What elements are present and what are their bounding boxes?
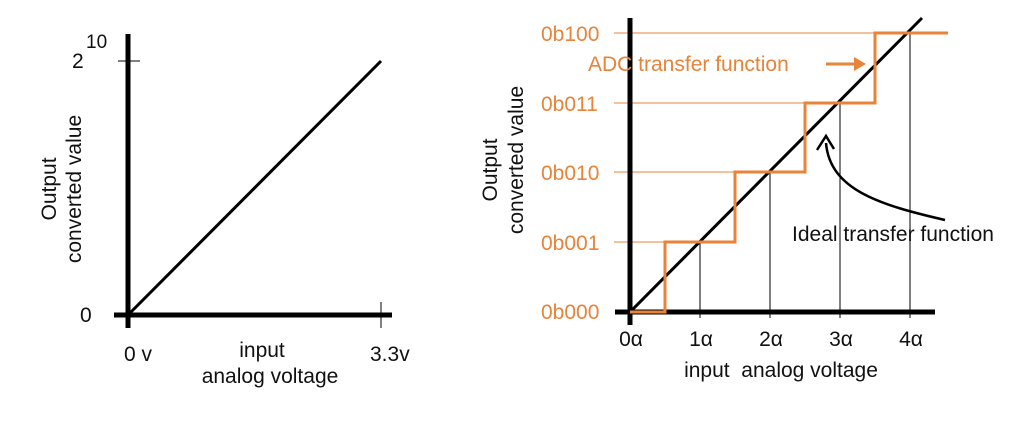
right-plot: 0b100 0b011 0b010 0b001 0b000 0α 1α 2α 3…: [479, 16, 994, 382]
left-x-label-line1: input: [239, 339, 285, 362]
ideal-arrow-icon: [815, 133, 946, 222]
ideal-transfer-line: [628, 16, 924, 314]
y-tick-0b100: 0b100: [541, 23, 599, 46]
y-tick-0b000: 0b000: [541, 301, 599, 324]
y-tick-0b001: 0b001: [541, 232, 599, 255]
left-x-max-label: 3.3v: [370, 343, 410, 366]
x-tick-2a: 2α: [759, 328, 783, 351]
left-y-label-line1: Output: [38, 157, 61, 220]
right-x-label: input analog voltage: [684, 359, 878, 382]
left-transfer-line: [126, 59, 383, 317]
adc-staircase: [630, 31, 948, 314]
adc-label: ADC transfer function: [588, 53, 789, 76]
left-x-min-label: 0 v: [124, 343, 153, 366]
left-y-label-line2: converted value: [63, 115, 86, 263]
x-tick-1a: 1α: [689, 328, 713, 351]
left-x-label-line2: analog voltage: [202, 365, 339, 388]
x-tick-0a: 0α: [619, 328, 643, 351]
right-x-guides: [699, 33, 911, 318]
left-plot: 2 10 0 0 v 3.3v input analog voltage Out…: [38, 32, 410, 388]
left-y-max-base: 2: [72, 50, 84, 73]
right-y-label-line1: Output: [479, 138, 502, 201]
ideal-label: Ideal transfer function: [792, 223, 994, 246]
y-tick-0b011: 0b011: [541, 93, 598, 116]
left-y-min-label: 0: [80, 304, 92, 327]
y-tick-0b010: 0b010: [541, 162, 599, 185]
right-y-label-line2: converted value: [505, 86, 528, 234]
adc-arrow-icon: [826, 57, 866, 71]
left-y-max-exp: 10: [86, 32, 107, 53]
x-tick-3a: 3α: [829, 328, 853, 351]
x-tick-4a: 4α: [899, 328, 923, 351]
